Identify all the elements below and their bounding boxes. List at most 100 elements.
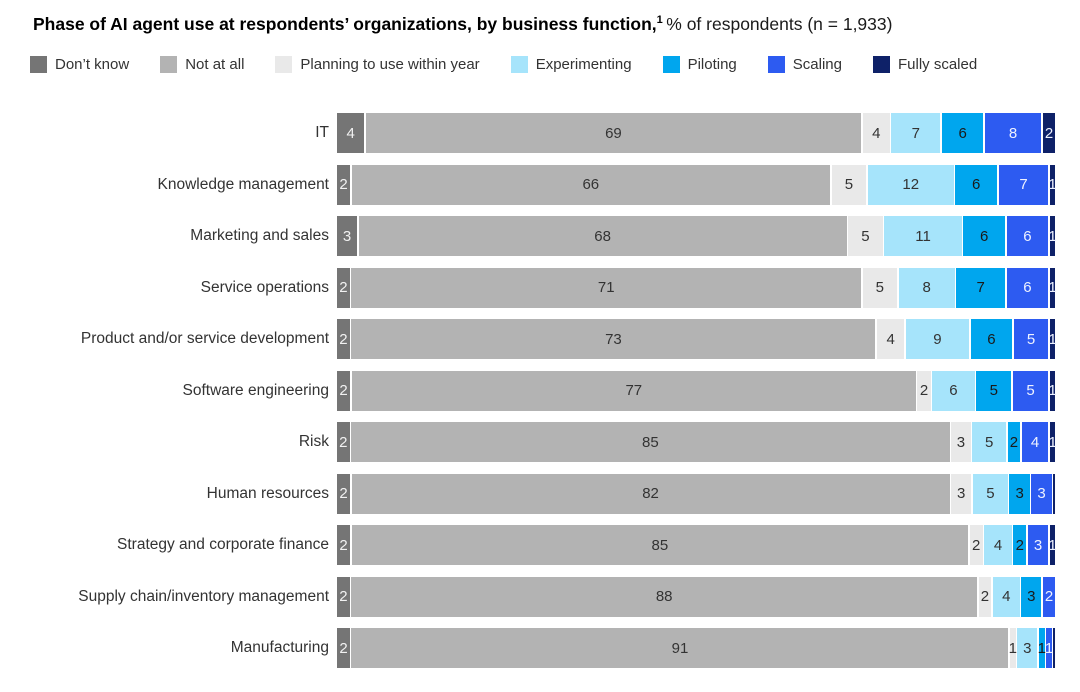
bar-segment-not-at-all: 91: [351, 628, 1009, 668]
bar-segment-fully-scaled: [1053, 628, 1056, 668]
legend-label: Fully scaled: [897, 56, 978, 73]
chart-row: Knowledge management 2 66 5 12 6 7 1: [0, 164, 1080, 205]
bar-segment-experimenting: 4: [992, 576, 1020, 617]
bar-segment-planning-to-use-within-year: 5: [862, 267, 898, 308]
bar-segment-not-at-all: 66: [351, 164, 831, 205]
row-category-label: Knowledge management: [157, 175, 329, 193]
bar-segment-fully-scaled: 1: [1048, 525, 1057, 565]
bar-segment-experimenting: 8: [898, 267, 955, 308]
bar-segment-scaling: 3: [1027, 525, 1049, 565]
chart-row: Product and/or service development 2 73 4 9 6…: [0, 319, 1080, 359]
bar-segment-fully-scaled: 1: [1049, 422, 1057, 462]
bar-segment-piloting: 7: [956, 267, 1006, 308]
title-bold-text: Phase of AI agent use at respondents’ or…: [33, 14, 657, 34]
segment-value-label: 4: [1002, 588, 1011, 605]
bar-segment-not-at-all: 82: [351, 473, 950, 514]
stacked-bar: 4 69 4 7 6 8 2: [337, 113, 1057, 153]
bar-segment-don-t-know: 2: [337, 267, 350, 308]
bar-segment-experimenting: 11: [884, 216, 962, 256]
legend-swatch-icon: [510, 56, 528, 73]
row-category-label: Manufacturing: [230, 639, 329, 656]
segment-value-label: 2: [980, 588, 990, 605]
segment-value-label: 12: [902, 176, 920, 193]
segment-value-label: 71: [597, 279, 615, 296]
bar-segment-piloting: 3: [1009, 473, 1030, 514]
chart-row: Strategy and corporate finance 2 85 2 4 2 3 1: [0, 525, 1080, 565]
chart-legend: Don’t know Not at all Planning to use wi…: [30, 56, 977, 73]
stacked-bar: 2 73 4 9 6 5 1: [337, 319, 1057, 359]
bar-segment-not-at-all: 85: [351, 422, 950, 462]
chart-row: IT 4 69 4 7 6 8 2: [0, 113, 1080, 153]
segment-value-label: 11: [915, 227, 931, 245]
legend-item-not-at-all: Not at all: [160, 56, 244, 73]
segment-value-label: 3: [1023, 639, 1032, 657]
bar-segment-planning-to-use-within-year: 2: [917, 370, 931, 411]
segment-value-label: 4: [346, 124, 355, 142]
segment-value-label: 1: [1048, 176, 1057, 193]
chart-row: Human resources 2 82 3 5 3 3: [0, 473, 1080, 514]
stacked-bar: 2 82 3 5 3 3: [337, 473, 1057, 514]
chart-row: Manufacturing 2 91 1 3 1 1: [0, 628, 1080, 668]
bar-segment-scaling: 8: [984, 113, 1042, 153]
bar-segment-not-at-all: 77: [351, 370, 916, 411]
row-category-label: IT: [315, 124, 329, 141]
bar-segment-don-t-know: 2: [337, 576, 350, 617]
bar-segment-fully-scaled: 1: [1048, 370, 1057, 411]
segment-value-label: 1: [1037, 639, 1046, 657]
segment-value-label: 5: [985, 433, 994, 451]
segment-value-label: 2: [339, 279, 348, 296]
segment-value-label: 2: [1044, 588, 1054, 605]
bar-segment-fully-scaled: 1: [1048, 267, 1057, 308]
chart-row: Marketing and sales 3 68 5 11 6 6 1: [0, 216, 1080, 256]
segment-value-label: 2: [339, 433, 348, 451]
bar-segment-scaling: 3: [1031, 473, 1052, 514]
segment-value-label: 2: [1015, 536, 1024, 554]
segment-value-label: 3: [956, 433, 966, 451]
bar-segment-experimenting: 5: [972, 473, 1008, 514]
stacked-bar: 2 77 2 6 5 5 1: [337, 370, 1057, 411]
bar-segment-planning-to-use-within-year: 1: [1008, 628, 1017, 668]
segment-value-label: 68: [594, 227, 611, 245]
segment-value-label: 5: [1026, 330, 1036, 348]
segment-value-label: 85: [651, 536, 669, 554]
bar-segment-don-t-know: 4: [337, 113, 365, 153]
bar-segment-scaling: 4: [1021, 422, 1049, 462]
segment-value-label: 77: [625, 382, 643, 399]
legend-item-piloting: Piloting: [662, 56, 737, 73]
segment-value-label: 73: [605, 330, 622, 348]
segment-value-label: 3: [1033, 536, 1043, 554]
segment-value-label: 3: [1037, 485, 1046, 502]
legend-label: Not at all: [185, 56, 245, 73]
segment-value-label: 5: [986, 485, 995, 502]
legend-label: Scaling: [792, 56, 842, 73]
stacked-bar: 2 91 1 3 1 1: [337, 628, 1057, 668]
legend-swatch-icon: [275, 56, 293, 73]
segment-value-label: 5: [989, 382, 998, 399]
segment-value-label: 1: [1008, 639, 1017, 657]
stacked-bar: 2 66 5 12 6 7 1: [337, 164, 1057, 205]
segment-value-label: 1: [1044, 639, 1054, 657]
legend-label: Planning to use within year: [300, 56, 480, 73]
bar-segment-experimenting: 4: [984, 525, 1012, 565]
segment-value-label: 2: [339, 382, 348, 399]
bar-segment-not-at-all: 69: [365, 113, 862, 153]
bar-segment-planning-to-use-within-year: 2: [978, 576, 992, 617]
segment-value-label: 2: [339, 485, 348, 502]
segment-value-label: 2: [972, 536, 981, 554]
segment-value-label: 5: [1026, 382, 1035, 399]
bar-segment-scaling: 2: [1042, 576, 1056, 617]
title-subtitle-text: % of respondents (n = 1,933): [662, 14, 893, 34]
legend-item-planning: Planning to use within year: [275, 56, 480, 73]
segment-value-label: 2: [919, 382, 929, 399]
segment-value-label: 6: [1023, 227, 1032, 245]
bar-segment-piloting: 6: [963, 216, 1006, 256]
row-category-label: Product and/or service development: [80, 330, 329, 347]
segment-value-label: 3: [1027, 588, 1036, 605]
segment-value-label: 8: [1008, 124, 1018, 142]
stacked-bar: 2 85 3 5 2 4 1: [337, 422, 1057, 462]
segment-value-label: 3: [1015, 485, 1024, 502]
bar-segment-fully-scaled: [1053, 473, 1056, 514]
bar-segment-piloting: 6: [970, 319, 1013, 359]
stacked-bar: 2 85 2 4 2 3 1: [337, 525, 1057, 565]
